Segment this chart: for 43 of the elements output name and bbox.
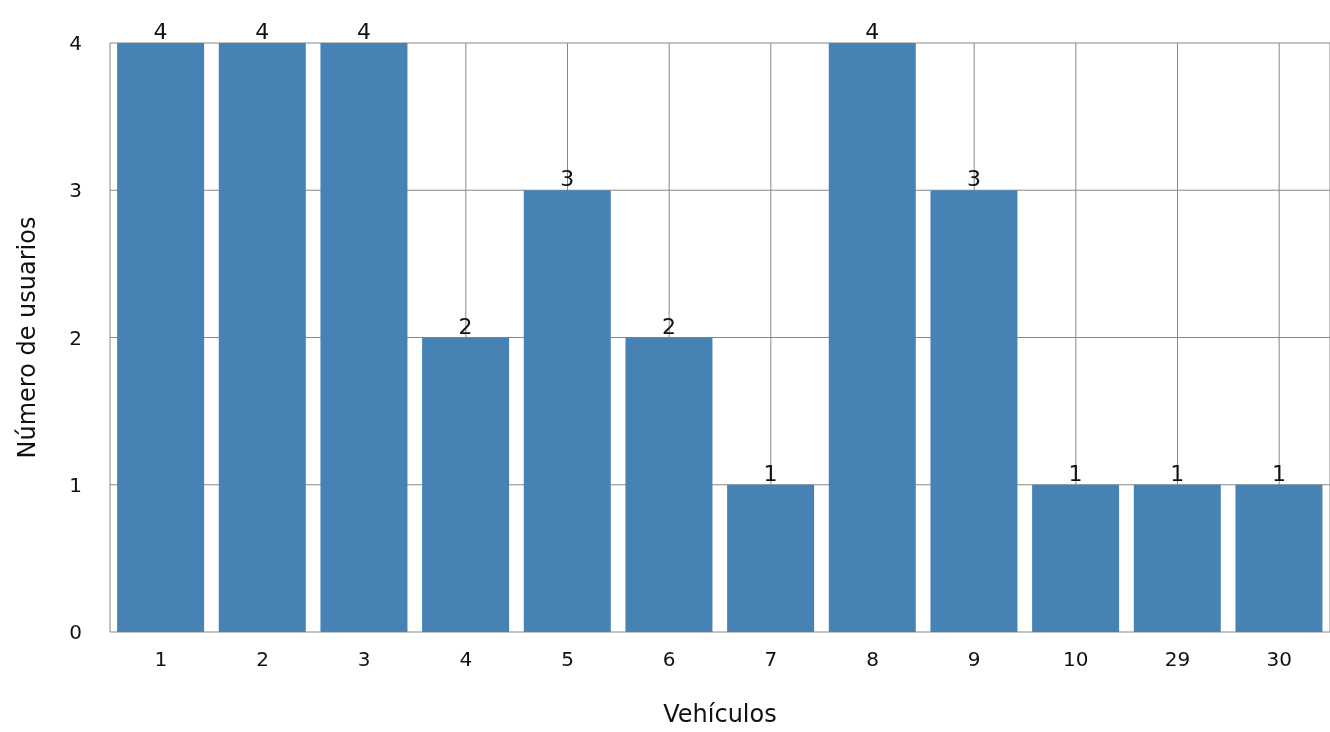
bar (930, 190, 1018, 632)
data-label: 2 (661, 313, 676, 339)
y-tick-label: 1 (69, 472, 82, 497)
data-label: 2 (458, 313, 473, 339)
y-axis-title: Número de usuarios (12, 216, 41, 459)
y-tick-label: 0 (69, 620, 82, 645)
data-label: 4 (153, 19, 168, 44)
y-tick-label: 2 (69, 325, 82, 350)
data-label: 4 (255, 19, 270, 44)
x-tick-label: 4 (459, 647, 473, 672)
bar (828, 43, 916, 632)
data-label: 1 (1271, 460, 1286, 486)
x-tick-label: 3 (357, 647, 371, 672)
bar (117, 43, 205, 632)
y-tick-label: 3 (69, 178, 82, 203)
x-tick-label: 5 (561, 647, 574, 672)
x-tick-label: 9 (967, 647, 981, 672)
x-tick-label: 8 (866, 647, 879, 672)
bar (523, 190, 611, 632)
bar (320, 43, 408, 632)
x-tick-label: 30 (1266, 647, 1292, 672)
data-label: 1 (1068, 460, 1083, 486)
data-label: 1 (1170, 460, 1185, 486)
x-tick-label: 10 (1063, 647, 1089, 672)
bar (625, 337, 713, 632)
y-tick-label: 4 (69, 31, 82, 56)
x-axis-title: Vehículos (663, 700, 777, 728)
bar (422, 337, 510, 632)
bar (218, 43, 306, 632)
x-tick-label: 29 (1164, 647, 1191, 672)
bar (1032, 484, 1120, 632)
bar (1235, 484, 1323, 632)
x-tick-label: 6 (662, 647, 676, 672)
data-label: 3 (560, 166, 575, 192)
data-label: 1 (763, 460, 778, 486)
bar (1133, 484, 1221, 632)
bar (727, 484, 815, 632)
x-tick-label: 2 (256, 647, 269, 672)
data-label: 3 (966, 166, 981, 192)
x-tick-label: 1 (154, 647, 168, 672)
data-label: 4 (865, 19, 880, 44)
x-tick-label: 7 (764, 647, 778, 672)
data-label: 4 (356, 19, 371, 44)
